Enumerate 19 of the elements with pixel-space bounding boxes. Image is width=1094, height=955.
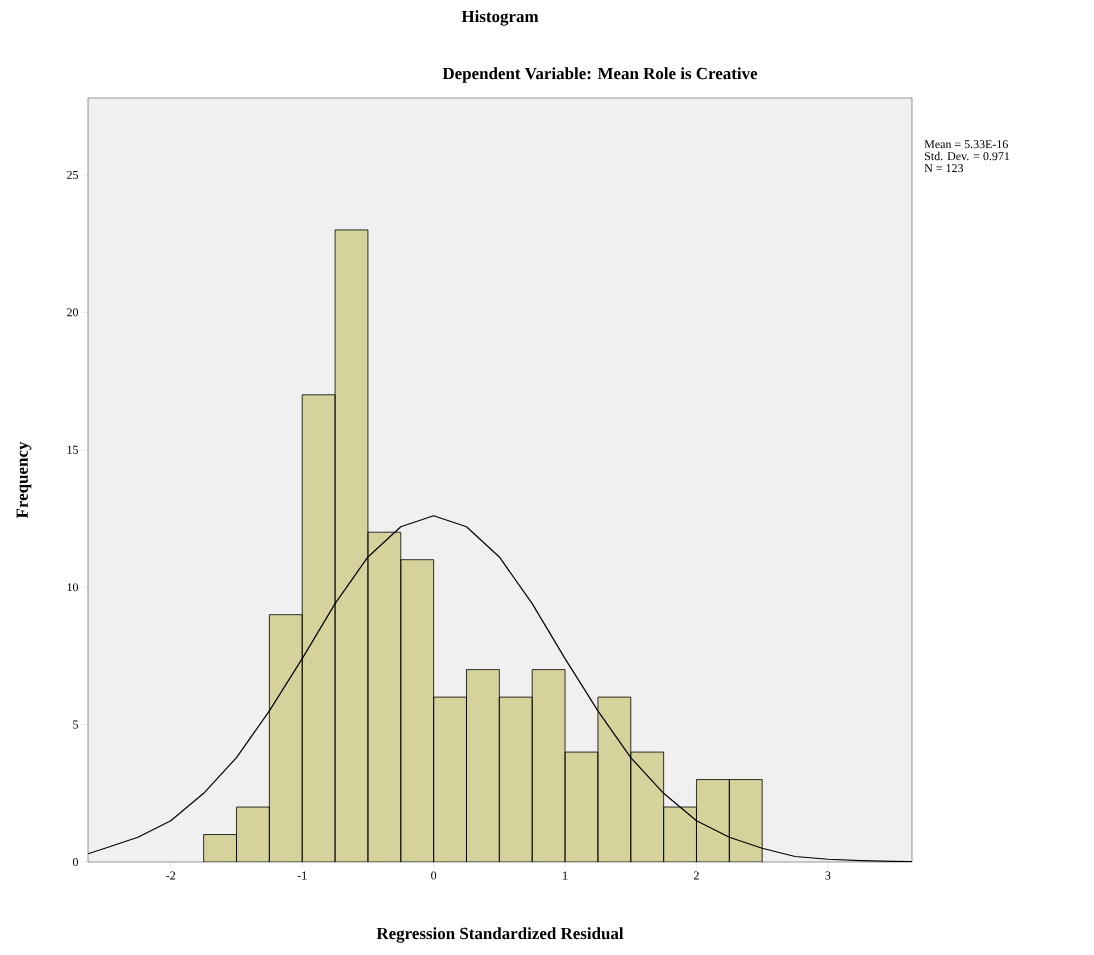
x-axis-title: Regression Standardized Residual — [376, 927, 624, 943]
y-axis-title: Frequency — [16, 441, 32, 519]
x-tick-label: 2 — [694, 871, 699, 880]
chart-subtitle: Dependent Variable: Mean Role is Creative — [442, 67, 758, 83]
x-tick-label: 3 — [825, 871, 831, 880]
y-tick-label: 25 — [67, 170, 79, 179]
y-tick-label: 10 — [67, 583, 79, 592]
y-tick-label: 0 — [72, 857, 79, 867]
x-tick-label: -2 — [166, 871, 176, 880]
x-tick-label: 0 — [431, 871, 437, 880]
text: N = 123 — [924, 164, 964, 173]
x-tick-label: -1 — [297, 871, 307, 880]
y-tick-label: 5 — [73, 720, 79, 729]
y-tick-label: 15 — [67, 445, 79, 454]
text: Std. Dev. = 0.971 — [925, 151, 1010, 161]
text: Mean = 5.33E-16 — [924, 140, 1008, 149]
y-tick-label: 20 — [67, 308, 79, 317]
chart-title: Histogram — [461, 10, 539, 26]
x-tick-label: 1 — [563, 871, 568, 880]
